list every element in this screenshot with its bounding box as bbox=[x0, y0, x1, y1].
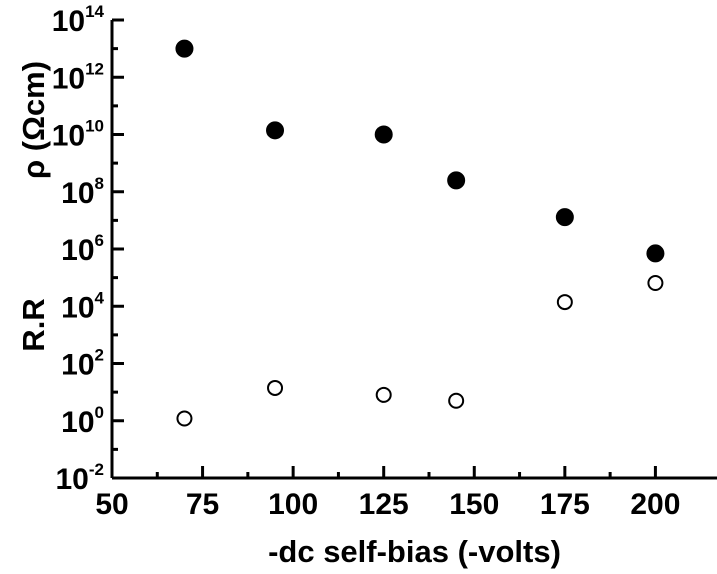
x-tick-label: 200 bbox=[630, 488, 680, 521]
y-tick-label: 100 bbox=[61, 403, 104, 439]
x-tick-label: 100 bbox=[268, 488, 318, 521]
x-tick-label: 75 bbox=[186, 488, 219, 521]
y-tick-label: 108 bbox=[61, 174, 104, 210]
y-tick-label: 104 bbox=[61, 288, 104, 324]
open-data-point bbox=[647, 274, 664, 291]
open-data-point bbox=[556, 294, 573, 311]
open-data-point bbox=[448, 392, 465, 409]
x-tick-label: 175 bbox=[540, 488, 590, 521]
filled-data-point bbox=[175, 39, 194, 58]
x-axis-ticks: 50 75 100 125 150 175 200 bbox=[95, 466, 680, 521]
y-tick-label: 1012 bbox=[52, 59, 104, 95]
y-tick-label: 1010 bbox=[52, 117, 104, 153]
filled-data-point bbox=[447, 171, 466, 190]
x-tick-label: 150 bbox=[449, 488, 499, 521]
y-axis-label-resistivity: ρ (Ωcm) bbox=[16, 61, 51, 179]
filled-data-point bbox=[646, 244, 665, 263]
filled-data-point bbox=[374, 125, 393, 144]
y-tick-label: 102 bbox=[61, 346, 104, 382]
x-tick-label: 50 bbox=[95, 488, 128, 521]
x-tick-label: 125 bbox=[359, 488, 409, 521]
data-markers bbox=[175, 39, 665, 427]
y-tick-label: 106 bbox=[61, 231, 104, 267]
y-tick-label: 1014 bbox=[52, 2, 105, 38]
filled-data-point bbox=[555, 208, 574, 227]
open-data-point bbox=[375, 386, 392, 403]
y-axis-label-rectification-ratio: R.R bbox=[16, 298, 51, 351]
plot-frame bbox=[110, 20, 717, 480]
open-data-point bbox=[176, 410, 193, 427]
filled-data-point bbox=[266, 121, 285, 140]
x-axis-label: -dc self-bias (-volts) bbox=[268, 534, 561, 569]
open-data-point bbox=[267, 379, 284, 396]
